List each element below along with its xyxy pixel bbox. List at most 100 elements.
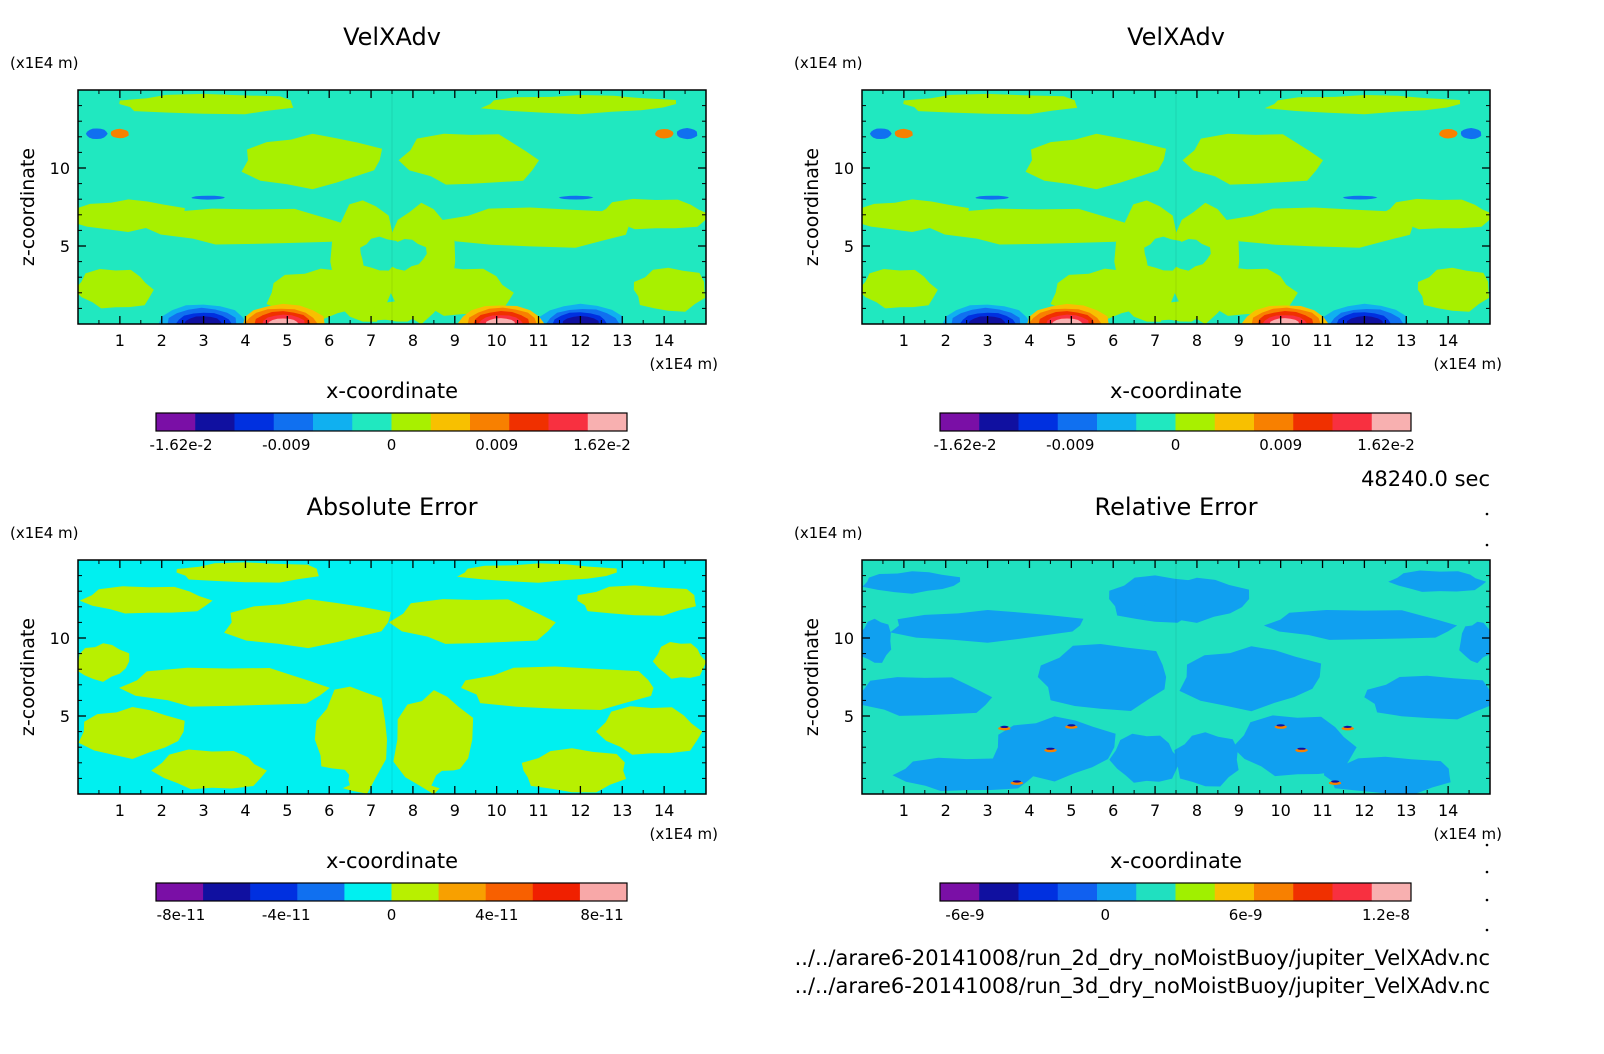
- colorbar-label: -4e-11: [262, 906, 311, 924]
- contour-region: [1269, 318, 1300, 324]
- contour-region: [1439, 129, 1458, 139]
- x-tick-label: 9: [1234, 331, 1244, 350]
- y-tick-label: 10: [834, 159, 854, 178]
- x-tick-label: 2: [157, 801, 167, 820]
- x-tick-label: 1: [899, 331, 909, 350]
- contour-region: [1388, 570, 1487, 592]
- x-tick-label: 6: [324, 331, 334, 350]
- contour-region: [1142, 577, 1250, 623]
- contour-region: [191, 195, 225, 200]
- colorbar-label: 0: [387, 436, 397, 454]
- contour-region: [1417, 267, 1489, 312]
- contour-region: [1297, 747, 1306, 750]
- contour-region: [1165, 239, 1211, 271]
- x-tick-label: 2: [941, 801, 951, 820]
- colorbar-swatch: [1175, 413, 1216, 431]
- colorbar-frame: [939, 882, 1412, 902]
- colorbar-frame: [155, 882, 628, 902]
- contour-region: [596, 706, 703, 755]
- x-tick-label: 7: [1150, 801, 1160, 820]
- contour-region: [485, 318, 516, 324]
- contour-region: [1179, 646, 1322, 712]
- contour-region: [890, 610, 1084, 643]
- contour-region: [652, 642, 706, 679]
- colorbar-swatch: [1371, 883, 1412, 901]
- x-tick-label: 4: [1024, 331, 1034, 350]
- colorbar-label: -0.009: [1046, 436, 1094, 454]
- x-tick-label: 2: [157, 331, 167, 350]
- x-unit-label: (x1E4 m): [1433, 825, 1502, 843]
- x-tick-label: 10: [486, 801, 506, 820]
- contour-region: [862, 677, 993, 716]
- x-tick-label: 7: [366, 331, 376, 350]
- x-tick-label: 10: [1270, 801, 1290, 820]
- colorbar-swatch: [532, 883, 581, 901]
- x-tick-label: 6: [324, 801, 334, 820]
- colorbar-swatch: [1254, 883, 1294, 901]
- x-tick-label: 3: [983, 801, 993, 820]
- chart-title: Relative Error: [1095, 493, 1258, 521]
- contour-region: [1012, 780, 1021, 783]
- x-tick-label: 11: [528, 331, 548, 350]
- contour-region: [241, 133, 383, 190]
- x-tick-label: 5: [282, 801, 292, 820]
- contour-region: [1174, 732, 1239, 787]
- x-tick-label: 14: [654, 801, 674, 820]
- colorbar-swatch: [979, 413, 1019, 431]
- colorbar-swatch: [1332, 413, 1373, 431]
- x-tick-label: 3: [983, 331, 993, 350]
- colorbar-frame: [155, 412, 628, 432]
- colorbar-swatch: [156, 413, 196, 431]
- contour-region: [176, 562, 319, 583]
- colorbar-swatch: [587, 413, 628, 431]
- colorbar-label: 1.62e-2: [1357, 436, 1415, 454]
- x-tick-label: 10: [486, 331, 506, 350]
- contour-region: [119, 667, 330, 707]
- contour-region: [1379, 198, 1490, 230]
- contour-region: [1459, 621, 1490, 664]
- colorbar-label: -1.62e-2: [150, 436, 213, 454]
- colorbar-swatch: [234, 413, 275, 431]
- heatmap-field: [78, 560, 706, 794]
- y-unit-label: (x1E4 m): [794, 524, 863, 542]
- colorbar-swatch: [352, 413, 392, 431]
- x-tick-label: 5: [1066, 801, 1076, 820]
- x-axis-label: x-coordinate: [326, 379, 458, 403]
- x-tick-label: 11: [1312, 331, 1332, 350]
- colorbar-swatch: [485, 883, 534, 901]
- contour-region: [892, 757, 1035, 792]
- contour-region: [110, 128, 129, 139]
- x-tick-label: 14: [1438, 801, 1458, 820]
- contour-region: [407, 266, 514, 316]
- contour-region: [78, 269, 154, 309]
- x-tick-label: 1: [899, 801, 909, 820]
- colorbar-swatch: [1293, 413, 1333, 431]
- x-axis-label: x-coordinate: [1110, 849, 1242, 873]
- colorbar-swatch: [1175, 883, 1216, 901]
- contour-region: [655, 129, 674, 139]
- x-tick-label: 6: [1108, 801, 1118, 820]
- colorbar-swatch: [1214, 883, 1255, 901]
- colorbar-label: 1.62e-2: [573, 436, 631, 454]
- colorbar-swatch: [273, 413, 314, 431]
- contour-region: [293, 766, 350, 794]
- colorbar-swatch: [579, 883, 628, 901]
- y-axis-label: z-coordinate: [17, 618, 39, 736]
- y-tick-label: 5: [60, 237, 70, 256]
- contour-region: [144, 208, 355, 245]
- x-tick-label: 13: [1396, 331, 1416, 350]
- contour-region: [1191, 266, 1298, 316]
- heatmap-field: [862, 560, 1490, 794]
- x-tick-label: 8: [408, 801, 418, 820]
- contour-region: [267, 318, 299, 324]
- contour-region: [373, 301, 422, 322]
- x-tick-label: 14: [654, 331, 674, 350]
- contour-region: [521, 748, 627, 793]
- contour-region: [389, 599, 556, 644]
- contour-region: [457, 563, 617, 583]
- x-axis-label: x-coordinate: [1110, 379, 1242, 403]
- x-tick-label: 1: [115, 801, 125, 820]
- colorbar-swatch: [391, 413, 432, 431]
- x-tick-label: 13: [612, 801, 632, 820]
- colorbar-swatch: [979, 883, 1019, 901]
